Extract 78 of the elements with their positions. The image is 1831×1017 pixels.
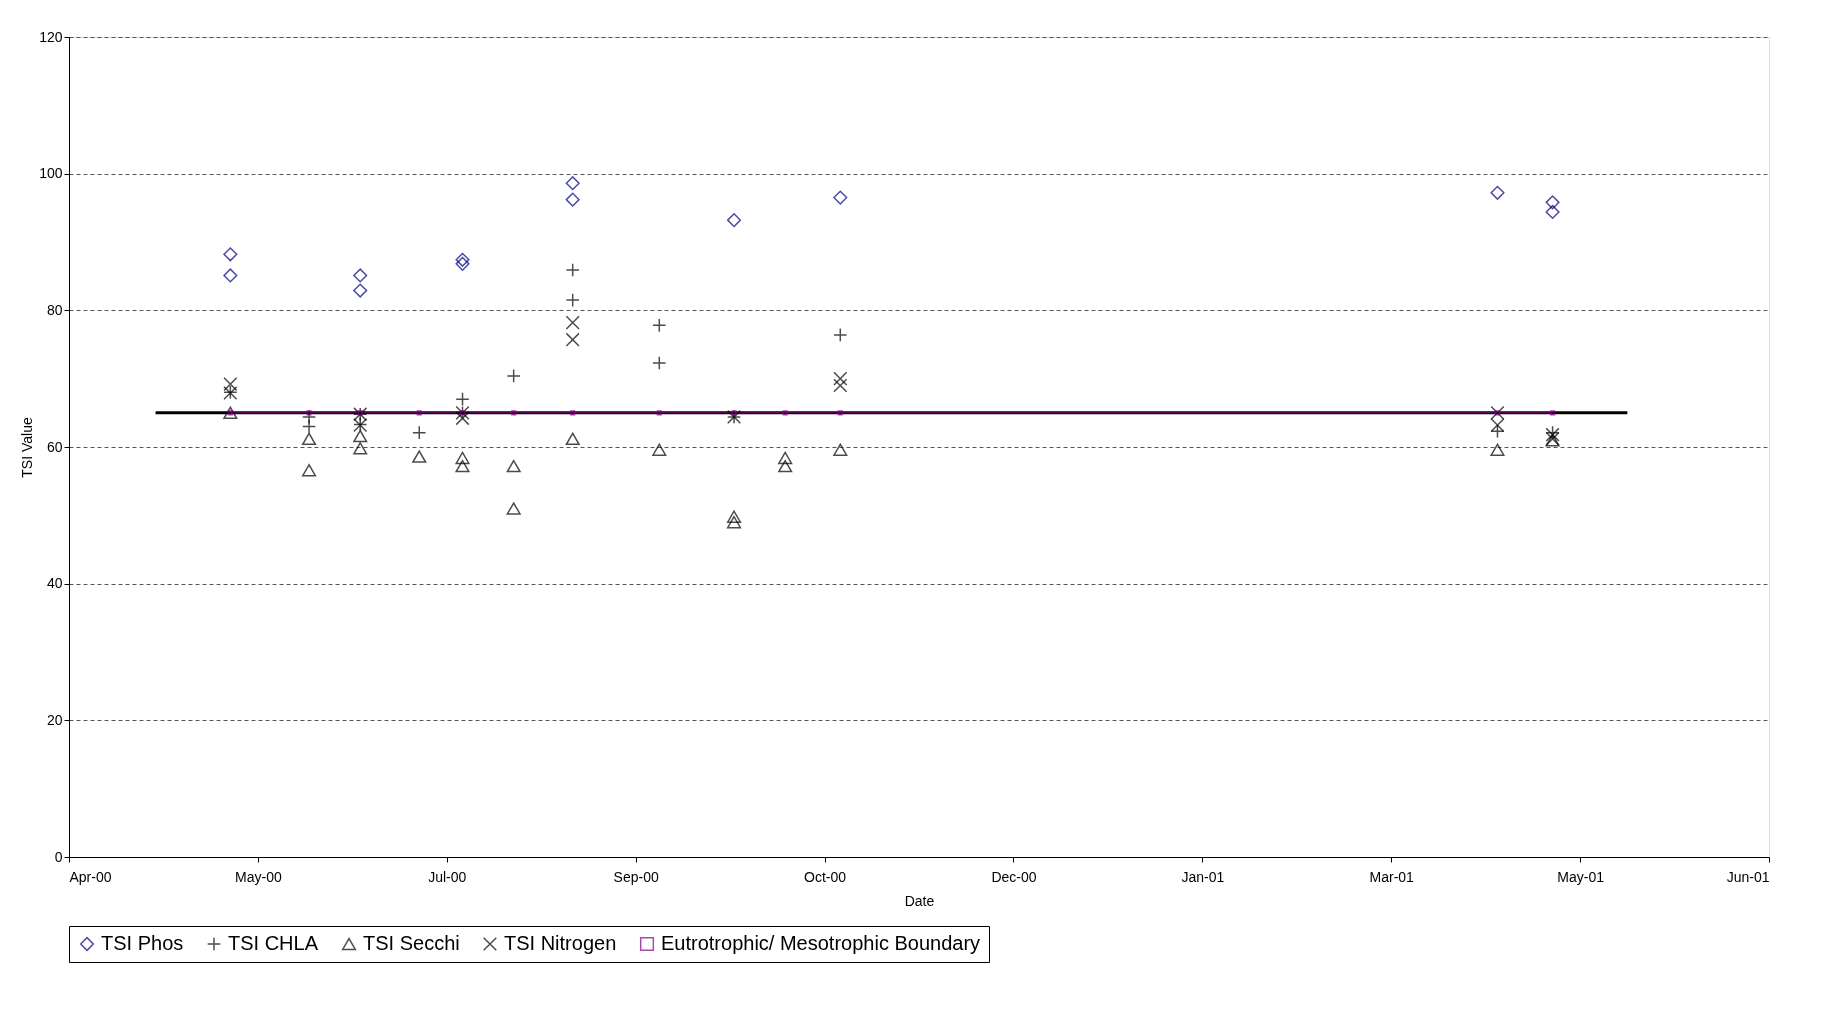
point: [570, 410, 576, 416]
x-tick-label: Dec-00: [991, 868, 1037, 885]
y-tick-label: 0: [54, 848, 63, 865]
point: [455, 392, 470, 407]
point: [565, 315, 580, 330]
point: [731, 410, 737, 416]
y-tick-label: 100: [39, 165, 63, 182]
point: [837, 410, 843, 416]
point: [726, 515, 742, 529]
point: [833, 190, 848, 205]
point: [833, 327, 848, 343]
point: [565, 176, 580, 191]
y-tick-label: 60: [46, 438, 63, 455]
x-axis-title: Date: [904, 892, 935, 909]
point: [223, 406, 238, 420]
point: [223, 247, 238, 262]
point: [778, 451, 793, 465]
point: [306, 410, 312, 416]
y-tick-label: 20: [46, 711, 63, 728]
legend-label: TSI Secchi: [363, 932, 460, 954]
y-tick-label: 40: [46, 575, 63, 592]
y-tick-label: 80: [46, 301, 63, 318]
point: [353, 283, 368, 298]
point: [455, 451, 470, 465]
point: [726, 213, 742, 228]
point: [301, 419, 317, 434]
point: [353, 268, 368, 283]
point: [833, 378, 848, 393]
legend-label: TSI Nitrogen: [504, 932, 617, 954]
point: [565, 262, 580, 278]
point: [223, 268, 238, 283]
point: [1490, 443, 1505, 456]
point: [506, 368, 521, 384]
legend-label: TSI CHLA: [228, 932, 319, 954]
point: [1490, 185, 1505, 200]
point: [1490, 424, 1505, 439]
point: [565, 293, 580, 308]
point: [412, 450, 427, 463]
x-tick-label: Apr-00: [69, 868, 112, 885]
point: [833, 371, 848, 386]
x-tick-label: May-00: [235, 868, 282, 885]
point: [455, 252, 470, 267]
point: [455, 256, 470, 271]
point: [353, 442, 368, 455]
point: [301, 432, 317, 446]
y-tick-label: 120: [39, 28, 63, 45]
x-tick-label: Jun-01: [1726, 868, 1770, 885]
point: [565, 432, 580, 446]
point: [726, 510, 742, 523]
x-tick-label: Mar-01: [1369, 868, 1415, 885]
point: [301, 464, 317, 477]
point: [416, 410, 422, 416]
point: [656, 410, 662, 416]
point: [778, 459, 793, 473]
y-axis-title: TSI Value: [19, 417, 36, 478]
x-tick-label: Oct-00: [804, 868, 847, 885]
point: [1490, 405, 1505, 420]
point: [1490, 418, 1505, 433]
x-tick-label: May-01: [1557, 868, 1605, 885]
legend-label: Eutrotrophic/ Mesotrophic Boundary: [661, 932, 981, 954]
point: [357, 410, 363, 416]
point: [455, 459, 470, 473]
legend-label: TSI Phos: [101, 932, 184, 954]
point: [506, 459, 521, 473]
point: [565, 192, 580, 207]
point: [353, 429, 368, 443]
x-tick-label: Jan-01: [1181, 868, 1225, 885]
point: [782, 410, 788, 416]
point: [565, 332, 580, 347]
point: [511, 410, 517, 416]
x-tick-label: Jul-00: [428, 868, 467, 885]
point: [652, 443, 667, 456]
point: [506, 502, 521, 515]
x-tick-label: Sep-00: [613, 868, 659, 885]
point: [833, 443, 848, 456]
point: [1545, 204, 1560, 220]
point: [223, 377, 238, 392]
point: [1545, 195, 1560, 210]
